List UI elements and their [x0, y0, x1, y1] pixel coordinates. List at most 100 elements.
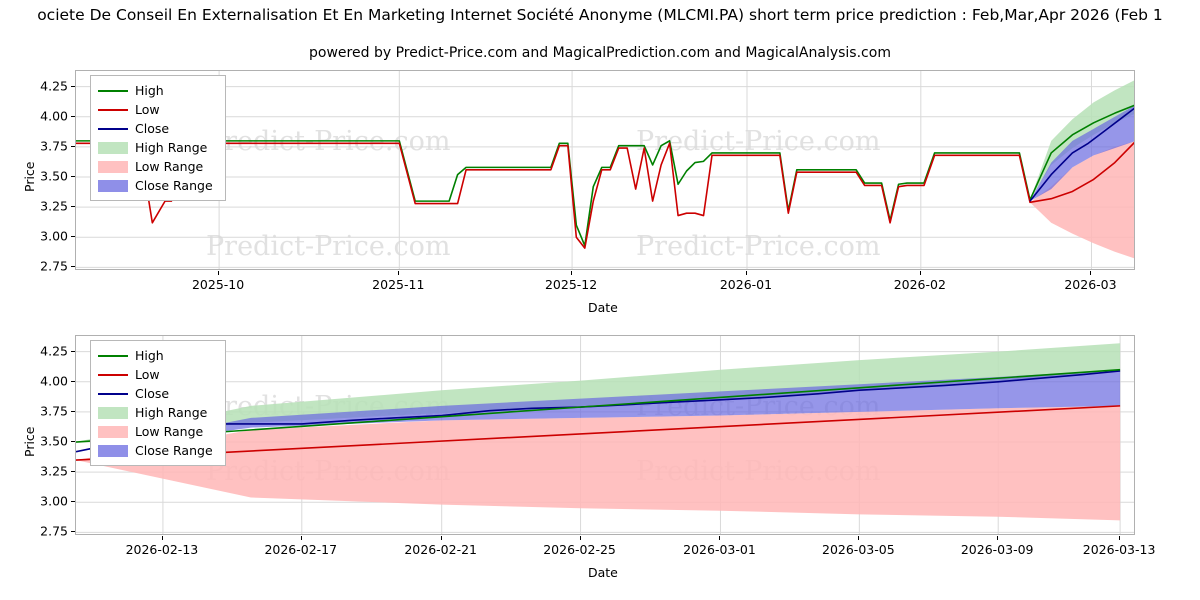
x-tick-label: 2026-02-21 — [404, 542, 478, 557]
bottom-chart-panel: Predict-Price.com Predict-Price.com Pred… — [0, 320, 1200, 600]
x-tick-label: 2026-03 — [1064, 277, 1117, 292]
x-tick-mark — [919, 271, 921, 275]
x-tick-mark — [745, 271, 747, 275]
legend-line — [98, 89, 128, 92]
bottom-chart-svg — [76, 336, 1134, 534]
y-tick-label: 2.75 — [40, 258, 68, 274]
legend-item-high: High — [98, 81, 217, 100]
bottom-plot-area: Predict-Price.com Predict-Price.com Pred… — [75, 335, 1135, 535]
legend-swatch-high — [98, 350, 128, 362]
x-tick-label: 2026-03-05 — [822, 542, 895, 557]
x-tick-mark — [571, 271, 573, 275]
series-line-close — [1029, 107, 1134, 202]
series-line-low — [76, 141, 1134, 249]
x-tick-label: 2026-03-09 — [960, 542, 1034, 557]
legend-swatch-high-range — [98, 141, 128, 154]
top-plot-area: Predict-Price.com Predict-Price.com Pred… — [75, 70, 1135, 270]
legend-swatch-close — [98, 123, 128, 135]
legend-line — [98, 108, 128, 111]
legend-label: Low Range — [135, 424, 204, 439]
x-tick-label: 2025-10 — [191, 277, 245, 292]
legend-label: Close Range — [135, 178, 213, 193]
legend-label: High Range — [135, 405, 208, 420]
y-tick-label: 3.50 — [40, 433, 68, 449]
x-tick-mark — [1119, 536, 1121, 540]
x-tick-label: 2025-12 — [544, 277, 598, 292]
legend-label: Close — [135, 386, 170, 401]
x-tick-mark — [398, 271, 400, 275]
legend-item-low-range: Low Range — [98, 422, 217, 441]
legend-swatch-close — [98, 388, 128, 400]
x-tick-label: 2026-03-13 — [1082, 542, 1156, 557]
legend-swatch-high-range — [98, 406, 128, 419]
y-tick-mark — [71, 380, 75, 382]
x-tick-mark — [997, 536, 999, 540]
y-tick-label: 3.00 — [40, 493, 68, 509]
legend-line — [98, 354, 128, 357]
legend-label: High Range — [135, 140, 208, 155]
legend-swatch-close-range — [98, 179, 128, 192]
legend-label: Close — [135, 121, 170, 136]
y-tick-mark — [71, 441, 75, 443]
legend-label: Low — [135, 102, 160, 117]
legend-item-high: High — [98, 346, 217, 365]
page-title: ociete De Conseil En Externalisation Et … — [37, 6, 1163, 24]
legend-item-low: Low — [98, 365, 217, 384]
legend-swatch-high — [98, 85, 128, 97]
top-x-axis-title: Date — [588, 300, 618, 315]
x-tick-mark — [440, 536, 442, 540]
y-tick-mark — [71, 236, 75, 238]
legend-item-high-range: High Range — [98, 138, 217, 157]
top-chart-svg — [76, 71, 1134, 269]
y-tick-mark — [71, 85, 75, 87]
y-tick-label: 3.25 — [40, 463, 68, 479]
y-tick-mark — [71, 176, 75, 178]
legend-label: Low — [135, 367, 160, 382]
x-tick-mark — [719, 536, 721, 540]
bottom-y-axis-title: Price — [22, 426, 37, 458]
band-low-range — [1030, 141, 1134, 259]
y-tick-mark — [71, 266, 75, 268]
x-tick-label: 2025-11 — [372, 277, 425, 292]
series-line-high — [76, 368, 1121, 443]
band-low-range — [76, 405, 1121, 521]
y-tick-label: 4.00 — [40, 373, 68, 389]
band-close-range — [1030, 105, 1134, 202]
legend-label: High — [135, 348, 164, 363]
y-tick-label: 3.00 — [40, 228, 68, 244]
y-tick-label: 3.75 — [40, 403, 68, 419]
y-tick-mark — [71, 206, 75, 208]
top-chart-panel: Predict-Price.com Predict-Price.com Pred… — [22, 70, 1135, 315]
x-tick-mark — [1090, 271, 1092, 275]
y-tick-label: 4.00 — [40, 108, 68, 124]
y-tick-label: 3.50 — [40, 168, 68, 184]
x-tick-mark — [300, 536, 302, 540]
top-legend: High Low Close High Range Low Range Close Ran… — [90, 75, 226, 201]
legend-item-low: Low — [98, 100, 217, 119]
y-tick-mark — [71, 531, 75, 533]
legend-item-high-range: High Range — [98, 403, 217, 422]
legend-line — [98, 373, 128, 376]
legend-item-close: Close — [98, 384, 217, 403]
legend-item-low-range: Low Range — [98, 157, 217, 176]
x-tick-label: 2026-02-13 — [125, 542, 199, 557]
legend-label: Low Range — [135, 159, 204, 174]
series-line-low — [76, 405, 1121, 461]
legend-item-close: Close — [98, 119, 217, 138]
y-tick-mark — [71, 501, 75, 503]
x-tick-label: 2026-01 — [719, 277, 773, 292]
y-tick-mark — [71, 145, 75, 147]
legend-swatch-low — [98, 369, 128, 381]
y-tick-mark — [71, 410, 75, 412]
y-tick-label: 3.75 — [40, 138, 68, 154]
bottom-legend: High Low Close High Range Low Range Close Ran… — [90, 340, 226, 466]
series-line-high — [76, 104, 1134, 247]
x-tick-mark — [218, 271, 220, 275]
legend-swatch-low-range — [98, 425, 128, 438]
x-tick-label: 2026-02 — [893, 277, 946, 292]
y-tick-label: 4.25 — [40, 343, 68, 359]
y-tick-label: 3.25 — [40, 198, 68, 214]
x-tick-label: 2026-03-01 — [683, 542, 756, 557]
legend-swatch-low-range — [98, 160, 128, 173]
